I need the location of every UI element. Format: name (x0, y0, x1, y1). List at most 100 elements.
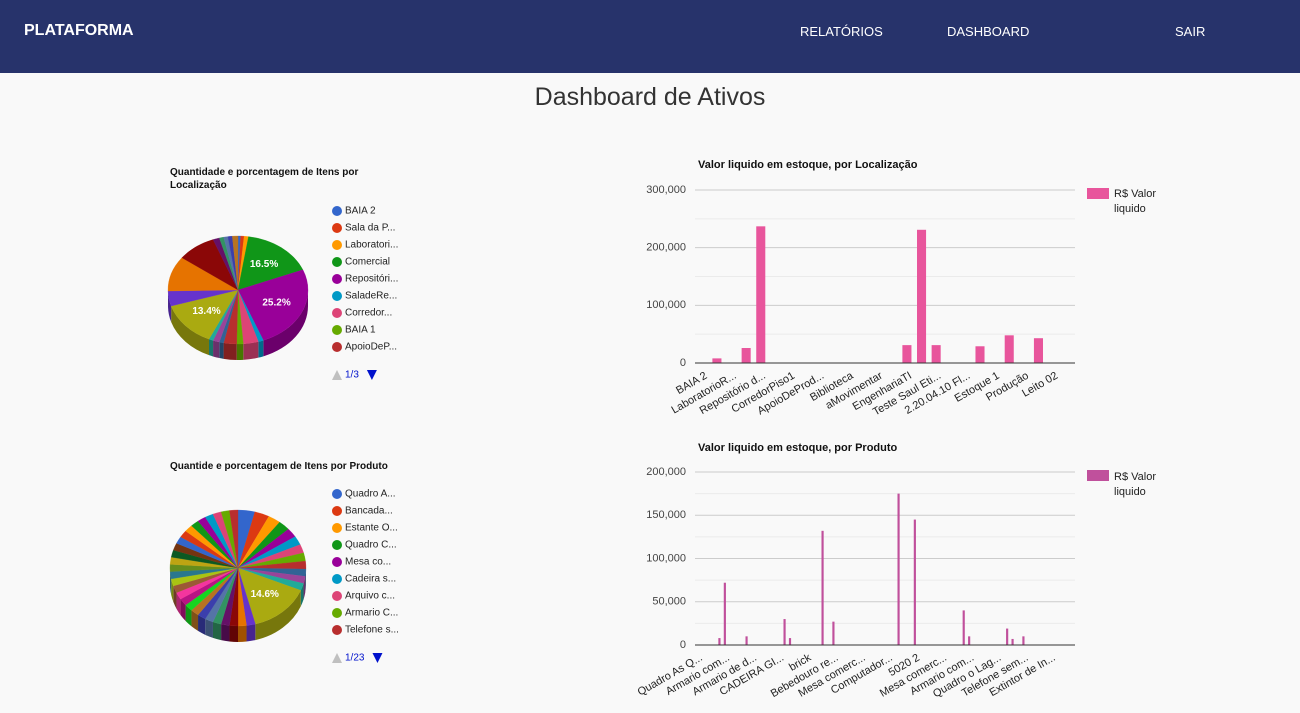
pie-slice-side (176, 592, 181, 616)
page-title: Dashboard de Ativos (534, 83, 766, 111)
legend-label: Mesa co... (345, 557, 391, 568)
y-tick-label: 100,000 (646, 552, 686, 564)
legend-swatch (332, 223, 342, 233)
pie-slice-side (263, 290, 308, 357)
pie-slice-side (221, 624, 230, 642)
y-tick-label: 0 (680, 357, 686, 369)
legend-label: Sala da P... (345, 223, 395, 234)
chart-title: Quantidade e porcentagem de Itens por Lo… (170, 167, 359, 191)
pie-slice-side (219, 342, 224, 359)
pager-label: 1/23 (345, 653, 365, 664)
legend-swatch (332, 557, 342, 567)
pie-slice-side (173, 585, 177, 609)
pie-slice-side (236, 343, 244, 360)
legend-swatch (332, 291, 342, 301)
bar (917, 229, 927, 363)
pie-slice-side (170, 571, 172, 595)
y-tick-label: 0 (680, 639, 686, 651)
bar (756, 226, 766, 363)
legend-swatch (332, 591, 342, 601)
data-label: 25.2% (262, 298, 290, 309)
legend-label: Repositóri... (345, 274, 398, 285)
pie-slice-side (213, 340, 220, 359)
legend-label: Corredor... (345, 308, 392, 319)
data-label: 13.4% (192, 306, 220, 317)
bar (821, 530, 824, 645)
legend-swatch (332, 274, 342, 284)
legend-swatch (332, 308, 342, 318)
header: PLATAFORMA RELATÓRIOS DASHBOARD SAIR (0, 0, 1300, 73)
pie-slice (229, 509, 239, 569)
legend-label: Telefone s... (345, 625, 399, 636)
nav-link[interactable]: RELATÓRIOS (800, 24, 883, 39)
legend-swatch (332, 540, 342, 550)
pie-slice-side (238, 625, 247, 642)
pie-slice-side (212, 621, 222, 641)
bar (968, 636, 971, 645)
bar (975, 346, 985, 363)
pie-slice-side (305, 569, 306, 593)
pie-slice-side (258, 340, 264, 358)
bar (1004, 335, 1014, 363)
pie-slice (232, 235, 239, 291)
legend-label: ApoioDeP... (345, 342, 397, 353)
y-tick-label: 200,000 (646, 466, 686, 478)
legend-swatch (332, 608, 342, 618)
legend-label: Cadeira s... (345, 574, 396, 585)
legend-label: Quadro A... (345, 489, 396, 500)
bar (902, 345, 912, 363)
legend-label: Laboratori... (345, 240, 398, 251)
nav-link[interactable]: DASHBOARD (947, 24, 1030, 39)
bar (962, 610, 965, 645)
pie-slice-side (205, 618, 213, 638)
pie-slice-side (243, 341, 259, 360)
pie-slice (237, 236, 304, 291)
pie-slice-side (198, 614, 206, 635)
nav-link[interactable]: SAIR (1175, 24, 1206, 39)
legend-label: R$ Valor liquido (1114, 188, 1156, 215)
bar (718, 638, 721, 645)
legend-swatch (332, 325, 342, 335)
pager-prev (332, 653, 342, 663)
legend-label: SaladeRe... (345, 291, 397, 302)
legend-swatch (332, 257, 342, 267)
y-tick-label: 50,000 (652, 596, 686, 608)
pie-slice-side (223, 342, 237, 360)
pager-next[interactable] (366, 370, 377, 380)
brand[interactable]: PLATAFORMA (24, 22, 134, 39)
legend-swatch (332, 206, 342, 216)
pie-slice-side (208, 339, 214, 357)
legend-swatch (1087, 470, 1109, 481)
pie-slice (170, 289, 239, 340)
chart-title: Quantide e porcentagem de Itens por Prod… (170, 461, 388, 472)
data-label: 16.5% (250, 259, 278, 270)
legend-label: R$ Valor liquido (1114, 471, 1156, 498)
bar (1011, 638, 1014, 645)
y-tick-label: 100,000 (646, 299, 686, 311)
pager-next[interactable] (372, 653, 383, 663)
y-tick-label: 150,000 (646, 509, 686, 521)
legend-swatch (332, 625, 342, 635)
legend-label: Comercial (345, 257, 390, 268)
bar (1033, 338, 1043, 363)
legend-swatch (332, 489, 342, 499)
legend-label: Quadro C... (345, 540, 397, 551)
bar (913, 519, 916, 645)
bar (897, 493, 900, 645)
legend-label: Bancada... (345, 506, 393, 517)
pie-slice-side (185, 604, 192, 627)
chart-title: Valor liquido em estoque, por Produto (698, 442, 898, 454)
pie-slice-side (229, 625, 238, 642)
legend-swatch (332, 342, 342, 352)
legend-swatch (332, 506, 342, 516)
legend-label: BAIA 2 (345, 206, 376, 217)
chart-title: Valor liquido em estoque, por Localizaçã… (698, 159, 918, 171)
pager-label: 1/3 (345, 370, 359, 381)
legend-swatch (332, 240, 342, 250)
legend-swatch (1087, 188, 1109, 199)
y-tick-label: 300,000 (646, 184, 686, 196)
legend-swatch (332, 523, 342, 533)
bar (1022, 636, 1025, 645)
legend-label: BAIA 1 (345, 325, 376, 336)
